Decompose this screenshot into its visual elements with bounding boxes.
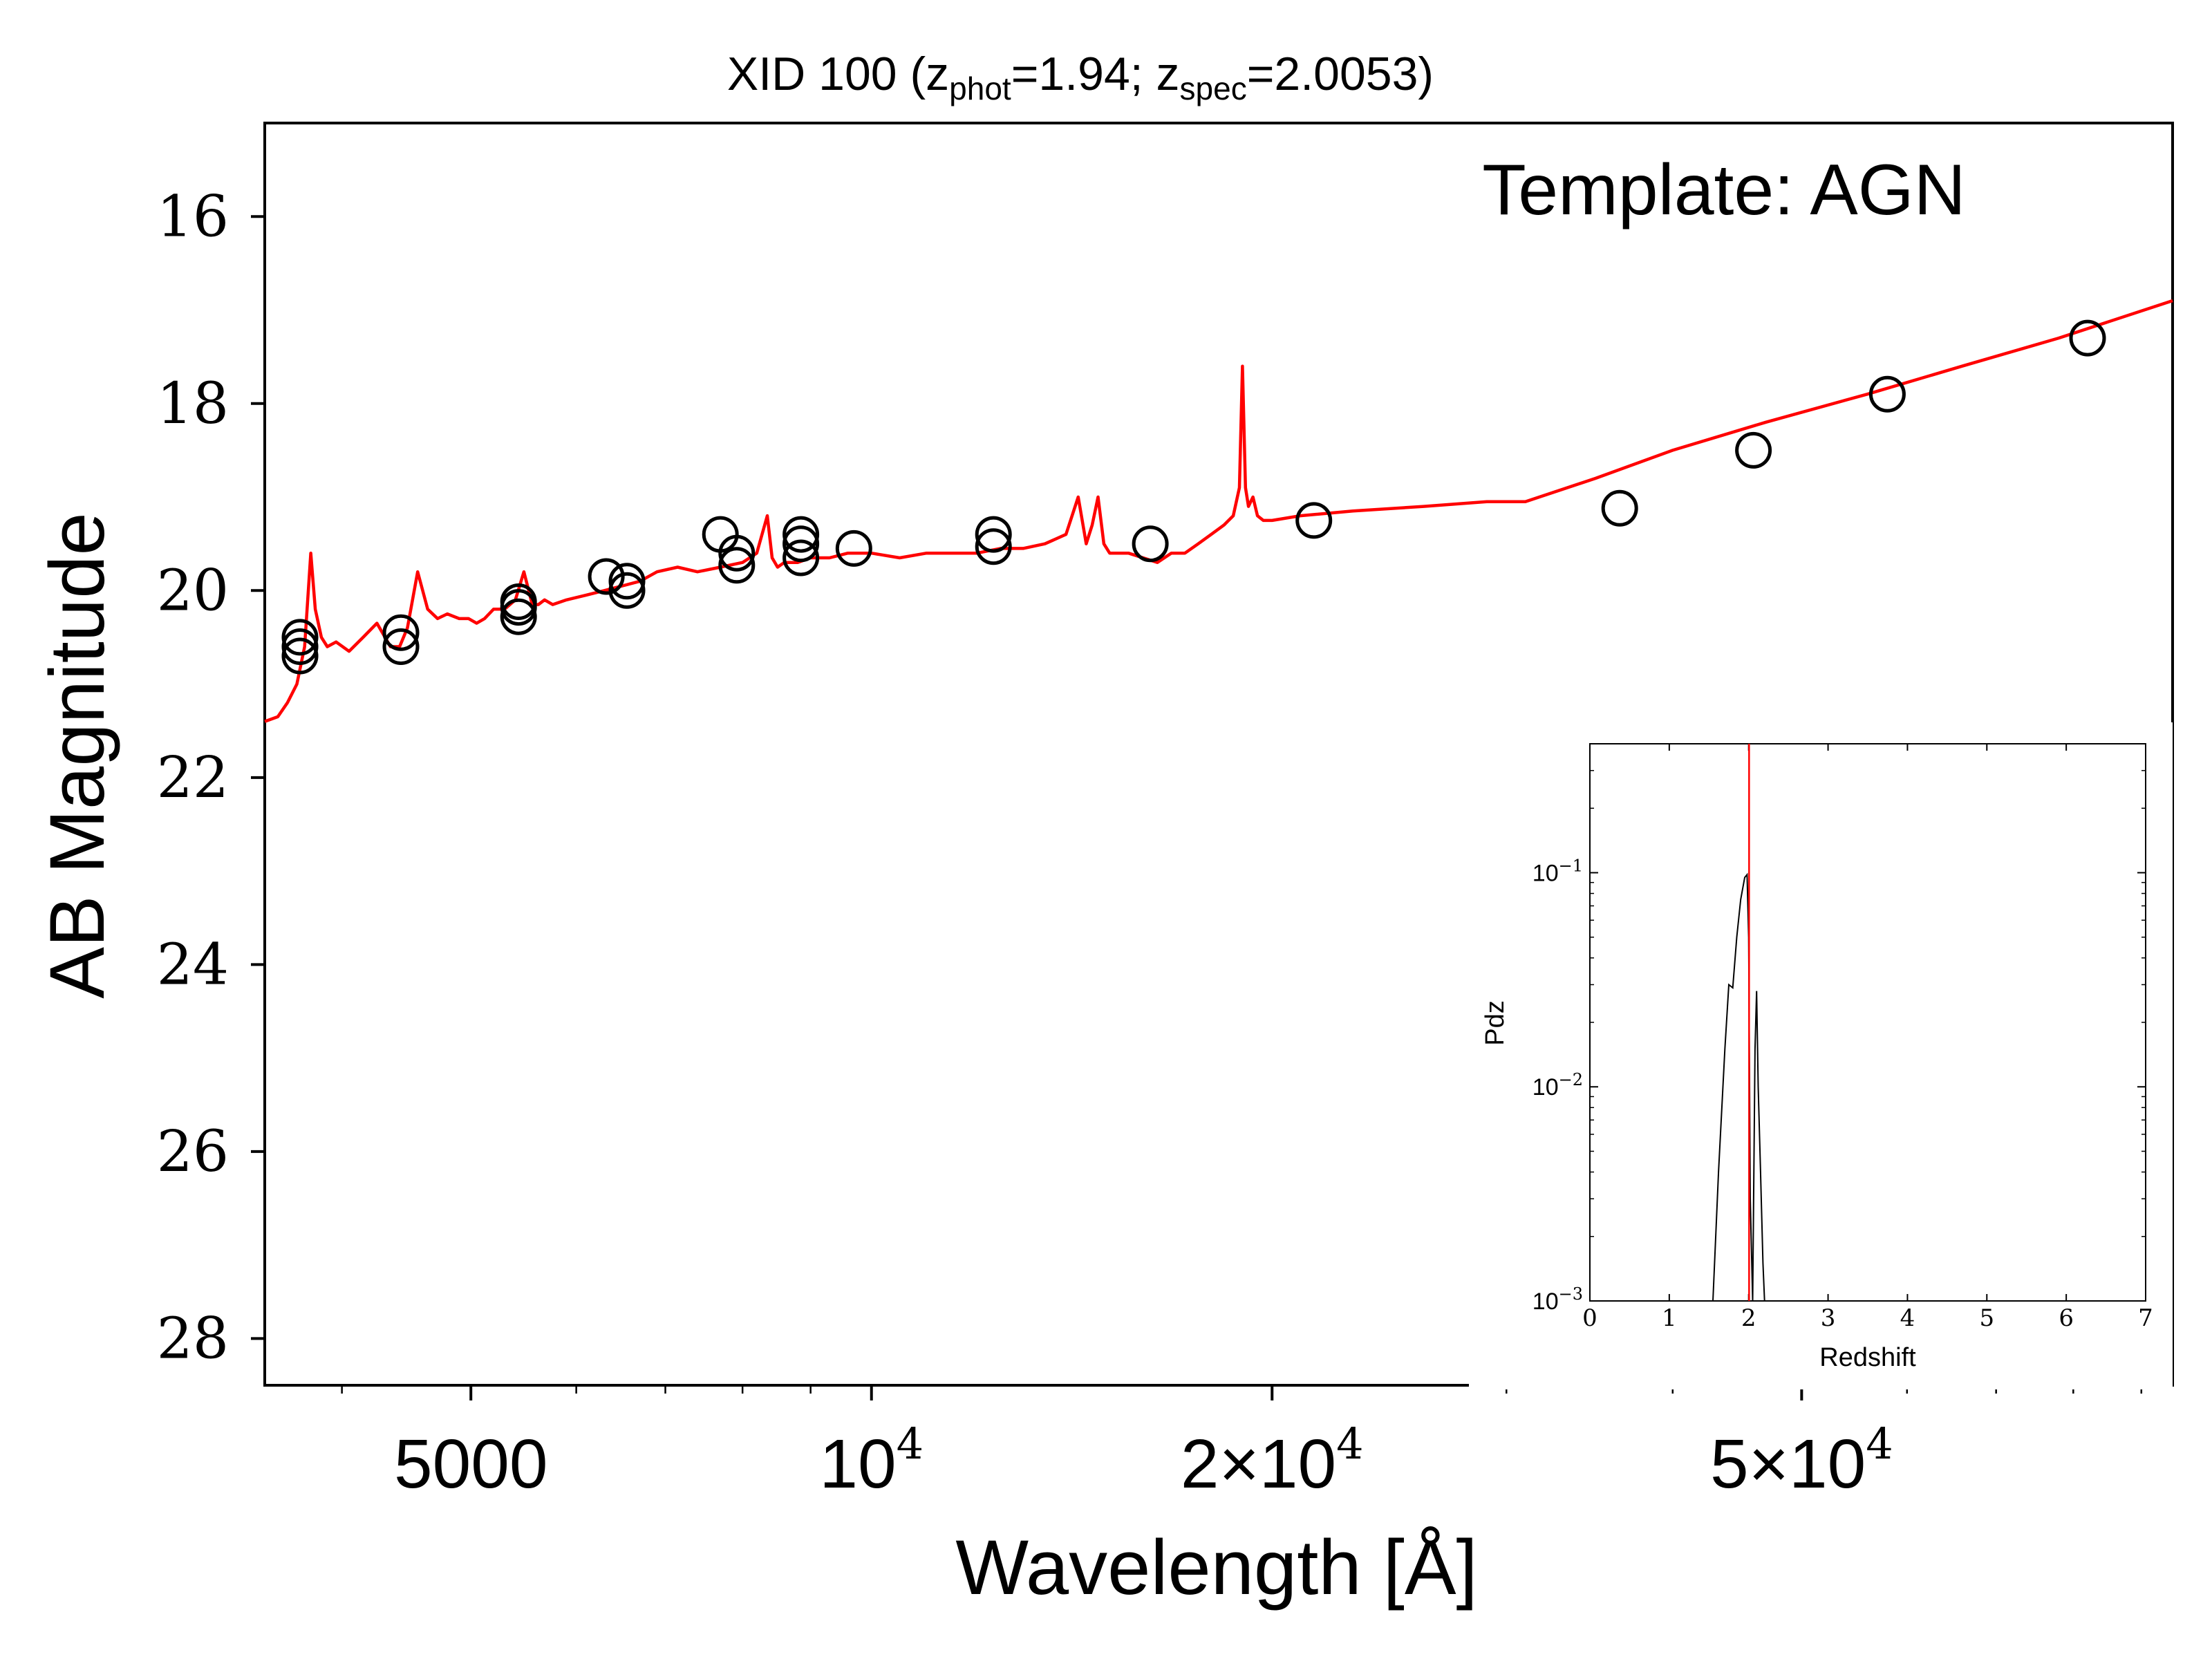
y-tick-label: 20 bbox=[157, 558, 229, 624]
inset-y-tick-label: 10−3 bbox=[1533, 1284, 1583, 1315]
photometry-point bbox=[1601, 489, 1638, 527]
inset-x-tick-label: 6 bbox=[2059, 1304, 2074, 1332]
photometry-point bbox=[1868, 375, 1906, 413]
photometry-point bbox=[588, 558, 625, 595]
y-axis-label: AB Magnitude bbox=[34, 512, 120, 999]
model-sed-line bbox=[264, 299, 2173, 723]
photometry-point bbox=[281, 619, 319, 656]
y-tick-label: 28 bbox=[157, 1306, 229, 1371]
inset-x-tick-label: 2 bbox=[1741, 1304, 1756, 1332]
photometry-point bbox=[500, 583, 537, 620]
y-tick-label: 24 bbox=[157, 932, 229, 997]
photometry-point bbox=[782, 539, 820, 577]
inset-x-tick-label: 1 bbox=[1662, 1304, 1677, 1332]
y-tick-label: 22 bbox=[157, 745, 229, 811]
y-tick-label: 16 bbox=[157, 184, 229, 250]
x-axis-label: Wavelength [Å] bbox=[955, 1524, 1477, 1611]
photometry-layer bbox=[281, 319, 2106, 675]
photometry-point bbox=[718, 547, 756, 584]
inset-x-label: Redshift bbox=[1819, 1343, 1916, 1372]
x-tick-label: 104 bbox=[819, 1418, 924, 1503]
photometry-point bbox=[782, 516, 820, 553]
inset-x-tick-label: 3 bbox=[1821, 1304, 1836, 1332]
inset-x-tick-label: 5 bbox=[1979, 1304, 1994, 1332]
chart-title: XID 100 (zphot=1.94; zspec=2.0053) bbox=[727, 48, 1434, 106]
photometry-point bbox=[1735, 431, 1772, 469]
template-label: Template: AGN bbox=[1482, 150, 1965, 230]
x-tick-label: 5×104 bbox=[1710, 1418, 1893, 1503]
inset-y-tick-label: 10−2 bbox=[1533, 1070, 1583, 1100]
y-tick-label: 26 bbox=[157, 1119, 229, 1185]
photometry-point bbox=[1132, 525, 1169, 563]
x-tick-label: 2×104 bbox=[1181, 1418, 1364, 1503]
photometry-point bbox=[2069, 319, 2106, 357]
photometry-point bbox=[382, 614, 420, 651]
photometry-point bbox=[281, 637, 319, 675]
photometry-point bbox=[281, 628, 319, 665]
photometry-point bbox=[608, 563, 646, 600]
pdz-curve bbox=[1712, 872, 1765, 1302]
x-tick-label: 5000 bbox=[394, 1425, 547, 1503]
photometry-point bbox=[500, 598, 537, 635]
photometry-point bbox=[718, 534, 756, 572]
photometry-point bbox=[975, 528, 1012, 565]
photometry-point bbox=[835, 529, 872, 567]
model-layer bbox=[264, 299, 2173, 723]
inset-background bbox=[1469, 722, 2173, 1389]
photometry-point bbox=[1295, 502, 1333, 539]
inset-pdz-layer bbox=[1712, 744, 1765, 1302]
inset-x-tick-label: 0 bbox=[1582, 1304, 1597, 1332]
inset-y-label: Pdz bbox=[1481, 1000, 1510, 1045]
photometry-point bbox=[782, 525, 820, 563]
photometry-point bbox=[608, 572, 646, 609]
inset-y-tick-label: 10−1 bbox=[1533, 856, 1583, 886]
inset-x-tick-label: 4 bbox=[1900, 1304, 1915, 1332]
photometry-point bbox=[975, 516, 1012, 553]
inset-x-tick-label: 7 bbox=[2138, 1304, 2153, 1332]
y-tick-label: 18 bbox=[157, 371, 229, 437]
photometry-point bbox=[382, 628, 420, 665]
inset-tick-layer: 0 1 2 3 4 5 6 7 10−1 10−2 10−3 bbox=[1533, 744, 2153, 1332]
